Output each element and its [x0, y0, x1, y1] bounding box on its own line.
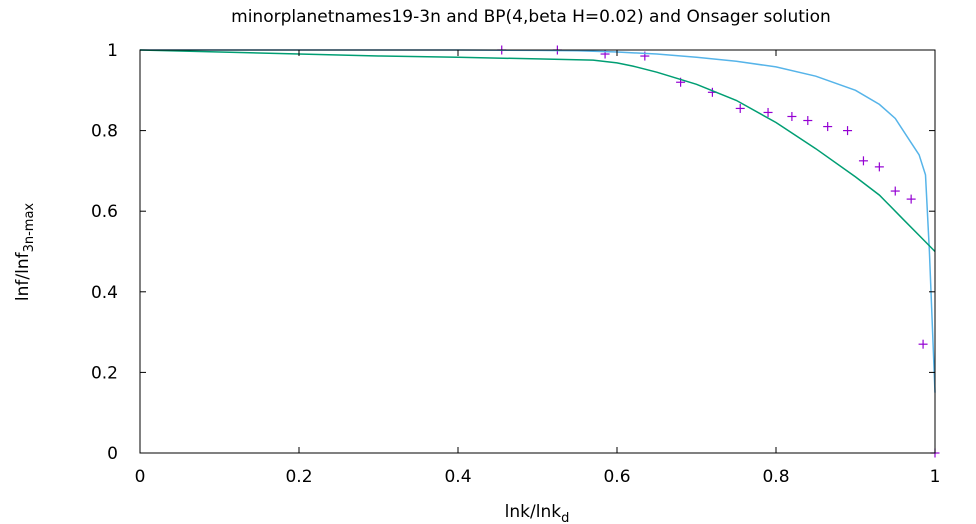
- y-tick-label: 0.8: [91, 122, 118, 142]
- data-point-plus: [735, 103, 745, 113]
- y-axis-label: lnf/lnf3n-max: [13, 203, 37, 302]
- y-tick-label: 0.6: [91, 202, 118, 222]
- data-point-plus: [906, 194, 916, 204]
- series-layer: [139, 45, 940, 458]
- data-point-plus: [858, 156, 868, 166]
- x-axis-label-subscript: d: [561, 511, 569, 524]
- data-point-plus: [918, 339, 928, 349]
- x-tick-label: 0.2: [285, 467, 312, 487]
- data-point-plus: [763, 107, 773, 117]
- y-tick-label: 0.4: [91, 283, 118, 303]
- data-point-plus: [823, 122, 833, 132]
- data-point-plus: [890, 186, 900, 196]
- x-tick-label: 0.8: [762, 467, 789, 487]
- series-line-1: [140, 49, 936, 393]
- data-point-plus: [803, 116, 813, 126]
- y-tick-label: 0.2: [91, 363, 118, 383]
- series-line-2: [139, 49, 936, 253]
- data-point-plus: [843, 126, 853, 136]
- x-tick-label: 1: [930, 467, 941, 487]
- chart-title: minorplanetnames19-3n and BP(4,beta H=0.…: [231, 7, 831, 27]
- ticks-layer: 0 0.2 0.4 0.6 0.8 1 0 0.2 0.4 0.6 0.8 1: [91, 41, 940, 487]
- plot-frame: [139, 49, 936, 454]
- x-axis-label-main: lnk/lnk: [505, 502, 562, 522]
- data-point-plus: [874, 162, 884, 172]
- x-tick-label: 0.6: [603, 467, 630, 487]
- y-axis-label-subscript: 3n-max: [22, 203, 37, 253]
- y-axis-label-main: lnf/lnf: [13, 251, 33, 301]
- y-tick-label: 1: [107, 41, 118, 61]
- y-tick-label: 0: [107, 444, 118, 464]
- x-tick-label: 0.4: [444, 467, 471, 487]
- x-tick-label: 0: [135, 467, 146, 487]
- x-axis-label: lnk/lnkd: [505, 502, 570, 524]
- data-point-plus: [787, 111, 797, 121]
